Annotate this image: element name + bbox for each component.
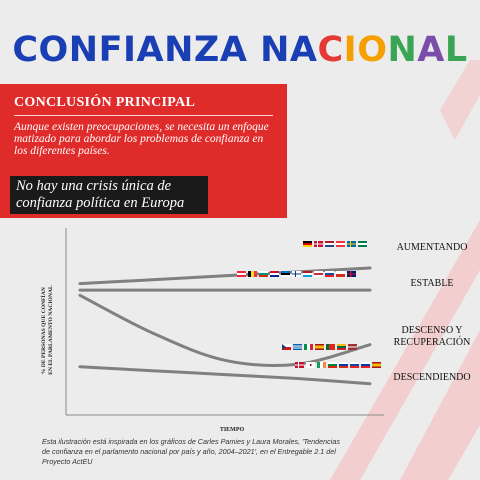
callout-box: No hay una crisis única de confianza pol… bbox=[10, 176, 208, 214]
flags-aumentando bbox=[303, 241, 367, 247]
panel-text: Aunque existen preocupaciones, se necesi… bbox=[14, 121, 269, 157]
series-label: DESCENSO Y RECUPERACIÓN bbox=[394, 325, 471, 348]
title-letter: N bbox=[68, 30, 99, 70]
y-axis-label: % DE PERSONAS QUE CONFÍAN EN EL PARLAMEN… bbox=[39, 285, 54, 375]
series-line bbox=[78, 266, 372, 286]
flags-descenso-recuperacion bbox=[282, 344, 357, 350]
title-letter: A bbox=[219, 30, 248, 70]
series-line bbox=[78, 293, 372, 367]
panel-heading: CONCLUSIÓN PRINCIPAL bbox=[14, 95, 196, 110]
series-label: DESCENDIENDO bbox=[393, 372, 470, 383]
title-letter: O bbox=[357, 30, 388, 70]
panel-divider bbox=[14, 115, 273, 116]
title-letter: A bbox=[136, 30, 165, 70]
title-letter: I bbox=[343, 30, 358, 70]
flags-estable bbox=[237, 271, 356, 277]
title-letter: Z bbox=[193, 30, 220, 70]
title-letter: O bbox=[38, 30, 69, 70]
series-label: ESTABLE bbox=[410, 278, 453, 289]
title-letter: N bbox=[387, 30, 418, 70]
title-letter: L bbox=[444, 30, 468, 70]
page-title: CONFIANZA NACIONAL bbox=[0, 30, 480, 70]
series-label: AUMENTANDO bbox=[397, 242, 468, 253]
title-letter: N bbox=[164, 30, 194, 70]
x-axis-label: TIEMPO bbox=[220, 427, 245, 433]
series-line bbox=[78, 365, 372, 386]
flags-descendiendo bbox=[295, 362, 381, 368]
title-letter: F bbox=[98, 30, 123, 70]
source-note: Esta ilustración está inspirada en los g… bbox=[42, 437, 340, 466]
title-letter: I bbox=[123, 30, 137, 70]
title-letter: C bbox=[317, 30, 344, 70]
title-letter: N bbox=[260, 30, 290, 70]
title-letter: C bbox=[12, 30, 39, 70]
title-letter: A bbox=[417, 30, 445, 70]
title-letter: A bbox=[289, 30, 318, 70]
